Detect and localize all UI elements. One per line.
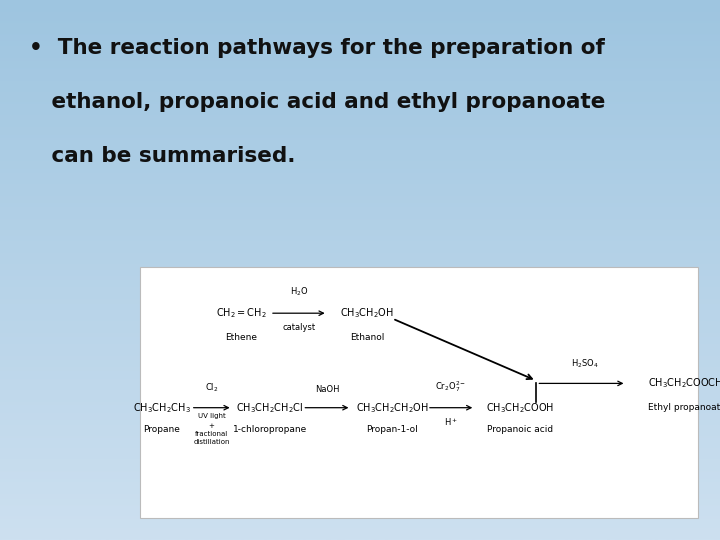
Text: Propanoic acid: Propanoic acid — [487, 425, 553, 434]
Text: 1-chloropropane: 1-chloropropane — [233, 425, 307, 434]
Text: $\mathregular{CH_3CH_2CH_2OH}$: $\mathregular{CH_3CH_2CH_2OH}$ — [356, 401, 428, 415]
Text: Ethanol: Ethanol — [350, 333, 384, 342]
Text: distillation: distillation — [194, 439, 230, 445]
Text: NaOH: NaOH — [315, 385, 339, 394]
Text: $\mathregular{H_2O}$: $\mathregular{H_2O}$ — [289, 286, 308, 298]
Text: +: + — [209, 423, 215, 429]
Text: Ethene: Ethene — [225, 333, 257, 342]
Text: ethanol, propanoic acid and ethyl propanoate: ethanol, propanoic acid and ethyl propan… — [29, 92, 606, 112]
Text: $\mathregular{Cl_2}$: $\mathregular{Cl_2}$ — [205, 382, 218, 394]
Text: Ethyl propanoate: Ethyl propanoate — [648, 403, 720, 412]
Text: $\mathregular{CH_3CH_2CH_2Cl}$: $\mathregular{CH_3CH_2CH_2Cl}$ — [236, 401, 304, 415]
Text: Propane: Propane — [143, 425, 181, 434]
Text: can be summarised.: can be summarised. — [29, 146, 295, 166]
Text: $\mathregular{CH_3CH_2COOCH_2CH_3}$: $\mathregular{CH_3CH_2COOCH_2CH_3}$ — [648, 376, 720, 390]
Text: Propan-1-ol: Propan-1-ol — [366, 425, 418, 434]
Text: $\mathregular{H_2SO_4}$: $\mathregular{H_2SO_4}$ — [571, 357, 599, 370]
Text: fractional: fractional — [195, 431, 228, 437]
Text: $\mathregular{CH_3CH_2COOH}$: $\mathregular{CH_3CH_2COOH}$ — [486, 401, 554, 415]
FancyBboxPatch shape — [140, 267, 698, 518]
Text: •  The reaction pathways for the preparation of: • The reaction pathways for the preparat… — [29, 38, 605, 58]
Text: $\mathregular{CH_3CH_2CH_3}$: $\mathregular{CH_3CH_2CH_3}$ — [133, 401, 191, 415]
Text: $\mathregular{CH_2{=}CH_2}$: $\mathregular{CH_2{=}CH_2}$ — [216, 306, 266, 320]
Text: UV light: UV light — [198, 413, 225, 419]
Text: $\mathregular{CH_3CH_2OH}$: $\mathregular{CH_3CH_2OH}$ — [341, 306, 394, 320]
Text: catalyst: catalyst — [282, 323, 315, 332]
Text: $\mathregular{H^+}$: $\mathregular{H^+}$ — [444, 416, 458, 428]
Text: $\mathregular{Cr_2O_7^{2-}}$: $\mathregular{Cr_2O_7^{2-}}$ — [436, 379, 467, 394]
